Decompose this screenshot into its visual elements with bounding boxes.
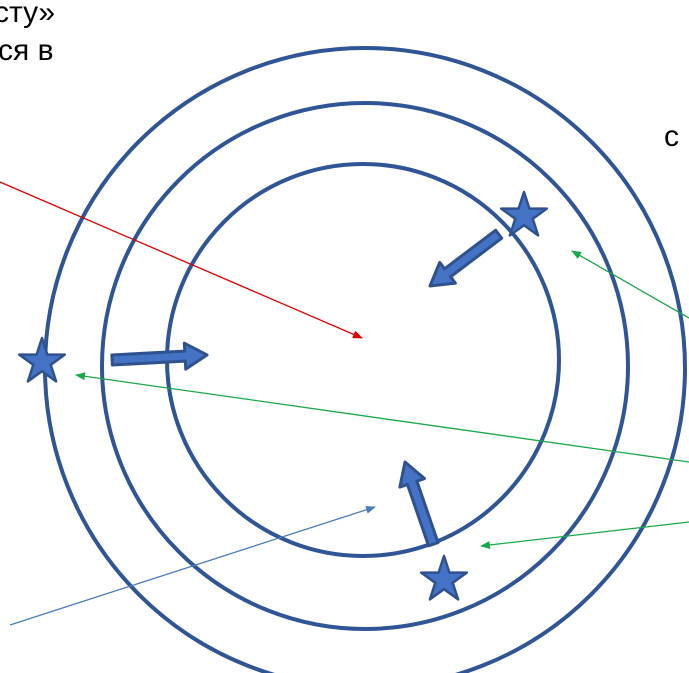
text-fragment-top: сту» xyxy=(0,0,55,29)
red-pointer-line xyxy=(0,181,363,339)
thick-arrow-left xyxy=(110,341,209,371)
thick-arrow-bottom xyxy=(398,460,440,548)
star-bottom xyxy=(419,554,469,601)
thick-arrow-top-right xyxy=(428,228,504,288)
text-fragment-second: ся в xyxy=(0,34,54,67)
star-top-right xyxy=(499,190,549,237)
green-pointer-line-top xyxy=(571,250,689,319)
star-left xyxy=(17,336,67,383)
inner-circle xyxy=(165,162,561,558)
blue-pointer-line xyxy=(9,505,376,626)
green-pointer-line-bottom xyxy=(480,521,689,549)
green-pointer-line-middle xyxy=(75,372,689,463)
text-fragment-right: с xyxy=(664,120,679,153)
middle-circle xyxy=(100,101,630,631)
